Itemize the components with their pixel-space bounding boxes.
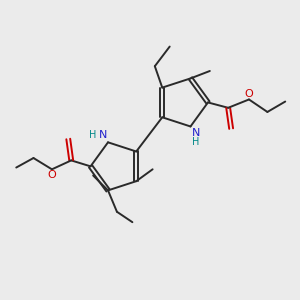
Text: O: O <box>47 170 56 180</box>
Text: O: O <box>244 89 253 99</box>
Text: N: N <box>192 128 200 138</box>
Text: H: H <box>192 137 200 147</box>
Text: N: N <box>98 130 107 140</box>
Text: H: H <box>89 130 96 140</box>
